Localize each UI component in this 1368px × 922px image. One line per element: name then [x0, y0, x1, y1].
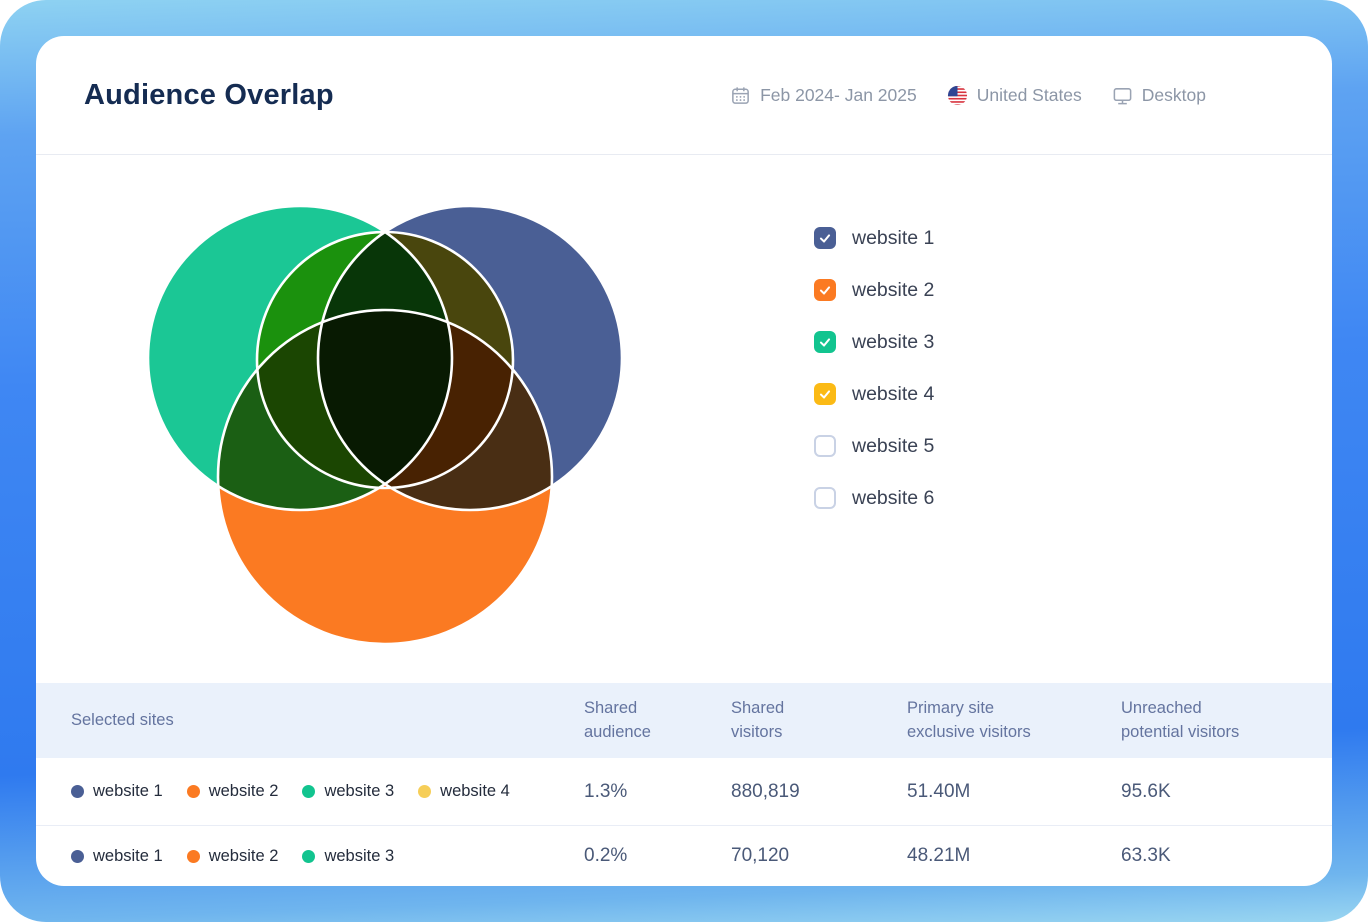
- website-1-dot: [71, 785, 84, 798]
- legend-item-website-2[interactable]: website 2: [814, 279, 934, 301]
- venn-diagram: [126, 186, 666, 666]
- website-6-checkbox[interactable]: [814, 487, 836, 509]
- website-legend: website 1 website 2 website 3: [814, 227, 934, 539]
- website-1-dot: [71, 849, 84, 863]
- col-header-primary-exclusive: Primary site exclusive visitors: [907, 699, 1031, 741]
- header-meta: Feb 2024- Jan 2025: [730, 85, 1206, 106]
- website-4-dot: [418, 785, 432, 798]
- legend-item-website-5[interactable]: website 5: [814, 435, 934, 457]
- legend-label: website 3: [852, 330, 935, 353]
- primary-exclusive-value: 48.21M: [907, 845, 971, 866]
- legend-item-website-1[interactable]: website 1: [814, 227, 934, 249]
- site-chip: website 2: [186, 846, 279, 866]
- legend-label: website 4: [852, 382, 935, 405]
- legend-item-website-3[interactable]: website 3: [814, 331, 934, 353]
- page-title: Audience Overlap: [84, 78, 334, 111]
- country-selector[interactable]: United States: [947, 85, 1082, 106]
- venn-outlines: [146, 204, 624, 646]
- site-label: website 3: [324, 846, 395, 865]
- country-label: United States: [976, 84, 1082, 105]
- shared-audience-value: 0.2%: [584, 845, 628, 866]
- us-flag-icon: [947, 85, 967, 105]
- card-header: Audience Overlap Feb 2024- Jan 2025: [36, 36, 1332, 155]
- site-chip: website 1: [71, 847, 163, 866]
- device-selector[interactable]: Desktop: [1112, 85, 1206, 106]
- col-header-unreached-potential: Unreached potential visitors: [1121, 699, 1240, 741]
- website-1-checkbox[interactable]: [814, 227, 836, 249]
- col-header-shared-audience: Shared audience: [584, 699, 651, 741]
- website-5-checkbox[interactable]: [814, 435, 836, 457]
- table-header-row: Selected sites Shared audience Shared visi…: [36, 683, 1332, 758]
- shared-visitors-value: 70,120: [731, 845, 790, 866]
- check-icon: [819, 286, 831, 295]
- check-icon: [819, 234, 831, 243]
- col-header-shared-visitors: Shared visitors: [731, 699, 785, 741]
- site-chip: website 2: [186, 782, 279, 801]
- legend-label: website 6: [852, 486, 935, 509]
- table-row[interactable]: website 1 website 2 website 3 0.2% 70,12…: [36, 826, 1332, 886]
- website-3-dot: [302, 785, 316, 798]
- website-2-dot: [186, 785, 200, 798]
- website-2-dot: [186, 849, 200, 863]
- site-chip: website 1: [71, 782, 163, 801]
- site-chip: website 4: [418, 782, 510, 801]
- date-range-selector[interactable]: Feb 2024- Jan 2025: [730, 85, 917, 106]
- website-3-checkbox[interactable]: [814, 331, 836, 353]
- chart-area: website 1 website 2 website 3: [36, 155, 1332, 683]
- site-label: website 2: [208, 782, 279, 800]
- selected-sites-cell: website 1 website 2 website 3: [71, 847, 584, 866]
- check-icon: [819, 338, 831, 347]
- audience-overlap-card: Audience Overlap Feb 2024- Jan 2025: [36, 36, 1332, 886]
- shared-audience-value: 1.3%: [584, 780, 628, 802]
- table-row[interactable]: website 1 website 2 website 3 website 4 …: [36, 758, 1332, 826]
- calendar-icon: [732, 86, 749, 104]
- website-4-checkbox[interactable]: [814, 383, 836, 405]
- website-2-checkbox[interactable]: [814, 279, 836, 301]
- shared-visitors-value: 880,819: [731, 780, 800, 802]
- device-label: Desktop: [1141, 84, 1206, 105]
- primary-exclusive-value: 51.40M: [907, 780, 971, 802]
- site-label: website 2: [208, 846, 279, 865]
- legend-item-website-4[interactable]: website 4: [814, 383, 934, 405]
- website-3-dot: [302, 849, 316, 863]
- check-icon: [819, 390, 831, 399]
- date-range-label: Feb 2024- Jan 2025: [760, 84, 917, 105]
- col-header-selected-sites: Selected sites: [71, 710, 174, 729]
- unreached-potential-value: 63.3K: [1121, 845, 1171, 866]
- legend-label: website 1: [852, 226, 935, 249]
- selected-sites-cell: website 1 website 2 website 3 website 4: [71, 782, 584, 801]
- venn-circle-website-2[interactable]: [218, 310, 552, 644]
- site-label: website 4: [440, 782, 510, 800]
- site-chip: website 3: [302, 847, 394, 866]
- desktop-icon: [1113, 87, 1132, 104]
- legend-item-website-6[interactable]: website 6: [814, 487, 934, 509]
- site-label: website 3: [324, 782, 395, 800]
- site-label: website 1: [93, 782, 163, 800]
- legend-label: website 2: [852, 278, 935, 301]
- site-label: website 1: [93, 846, 163, 865]
- legend-label: website 5: [852, 434, 935, 457]
- unreached-potential-value: 95.6K: [1121, 780, 1171, 802]
- site-chip: website 3: [302, 782, 394, 801]
